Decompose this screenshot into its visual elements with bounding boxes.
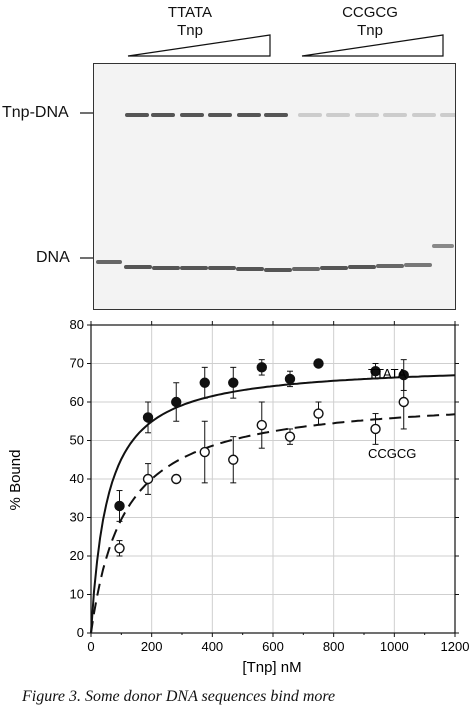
free-dna-band	[180, 266, 208, 270]
gel-wedges	[127, 34, 444, 57]
data-point-ccgcg	[398, 396, 409, 408]
data-point-ttata	[114, 500, 125, 512]
complex-band-ttata	[151, 113, 175, 117]
complex-band-ttata	[208, 113, 232, 117]
data-point-ccgcg	[114, 543, 125, 554]
free-dna-band	[152, 266, 180, 270]
gel-row-label-complex: Tnp-DNA	[2, 104, 69, 121]
data-point-ccgcg	[256, 419, 267, 431]
free-dna-band	[96, 260, 122, 264]
chart-axes: 0 200 400 600 800 1000 1200 0 10 20 30 40 50 60 70 80	[70, 317, 470, 654]
x-tick-label: 0	[87, 639, 94, 654]
y-tick-label: 80	[70, 317, 84, 332]
y-tick-label: 20	[70, 548, 84, 563]
complex-band-ccgcg	[383, 113, 407, 117]
data-point-ttata	[171, 396, 182, 408]
data-point-ccgcg	[228, 454, 239, 465]
gel-group-label-ccgcg: CCGCG	[342, 4, 398, 21]
data-point-ccgcg	[313, 408, 324, 419]
complex-band-ccgcg	[440, 113, 455, 117]
data-point-ccgcg	[142, 473, 154, 485]
gel-group-protein-ttata: Tnp	[177, 22, 203, 39]
x-tick-label: 200	[141, 639, 163, 654]
gel-label-ticks	[80, 112, 93, 259]
series-label-ccgcg: CCGCG	[368, 446, 416, 461]
free-dna-band	[432, 244, 454, 248]
free-dna-band	[376, 264, 404, 268]
gel-group-label-ttata: TTATA	[167, 4, 213, 21]
free-dna-band	[348, 265, 376, 269]
data-point-ccgcg	[370, 423, 381, 435]
y-axis-label: % Bound	[7, 450, 24, 511]
y-tick-label: 50	[70, 433, 84, 448]
data-point-ttata	[284, 373, 296, 385]
fit-curve-ttata	[90, 374, 456, 634]
complex-band-ccgcg	[326, 113, 350, 117]
gel-row-label-free: DNA	[36, 249, 70, 266]
data-points	[114, 358, 409, 557]
data-point-ttata	[313, 358, 324, 369]
free-dna-band	[264, 268, 292, 272]
data-point-ccgcg	[171, 473, 182, 485]
data-point-ccgcg	[199, 446, 210, 458]
complex-band-ttata	[237, 113, 261, 117]
x-tick-label: 1200	[441, 639, 470, 654]
data-point-ttata	[199, 377, 210, 388]
y-tick-label: 0	[77, 625, 84, 640]
data-point-ccgcg	[284, 431, 296, 442]
complex-band-ttata	[264, 113, 288, 117]
concentration-wedge-ccgcg	[301, 34, 444, 57]
x-tick-label: 1000	[380, 639, 409, 654]
free-dna-band	[292, 267, 320, 271]
free-dna-band	[236, 267, 264, 271]
figure-caption: Figure 3. Some donor DNA sequences bind …	[22, 688, 336, 705]
free-dna-band	[320, 266, 348, 270]
x-axis-label: [Tnp] nM	[242, 659, 301, 676]
complex-band-ccgcg	[298, 113, 322, 117]
concentration-wedge-ttata	[127, 34, 271, 57]
chart-grid	[91, 325, 455, 633]
data-point-ttata	[228, 377, 239, 388]
complex-band-ccgcg	[412, 113, 436, 117]
free-dna-band	[404, 263, 432, 267]
y-tick-label: 40	[70, 471, 84, 486]
y-tick-label: 30	[70, 510, 84, 525]
gel-group-protein-ccgcg: Tnp	[357, 22, 383, 39]
fit-curve-ccgcg	[90, 413, 456, 634]
series-label-ttata: TTATA	[368, 366, 407, 381]
complex-band-ttata	[180, 113, 204, 117]
data-point-ttata	[256, 362, 267, 373]
x-tick-label: 400	[201, 639, 223, 654]
gel-image	[93, 63, 456, 310]
y-tick-label: 60	[70, 394, 84, 409]
free-dna-band	[208, 266, 236, 270]
binding-chart: 0 200 400 600 800 1000 1200 0 10 20 30 40 50 60 70 80 %…	[7, 317, 470, 676]
x-tick-label: 600	[262, 639, 284, 654]
y-tick-label: 70	[70, 356, 84, 371]
complex-band-ccgcg	[355, 113, 379, 117]
complex-band-ttata	[125, 113, 149, 117]
free-dna-band	[124, 265, 152, 269]
data-point-ttata	[142, 412, 154, 423]
data-point-ttata	[370, 366, 381, 377]
fit-curves	[90, 374, 456, 634]
x-tick-label: 800	[323, 639, 345, 654]
y-tick-label: 10	[70, 587, 84, 602]
